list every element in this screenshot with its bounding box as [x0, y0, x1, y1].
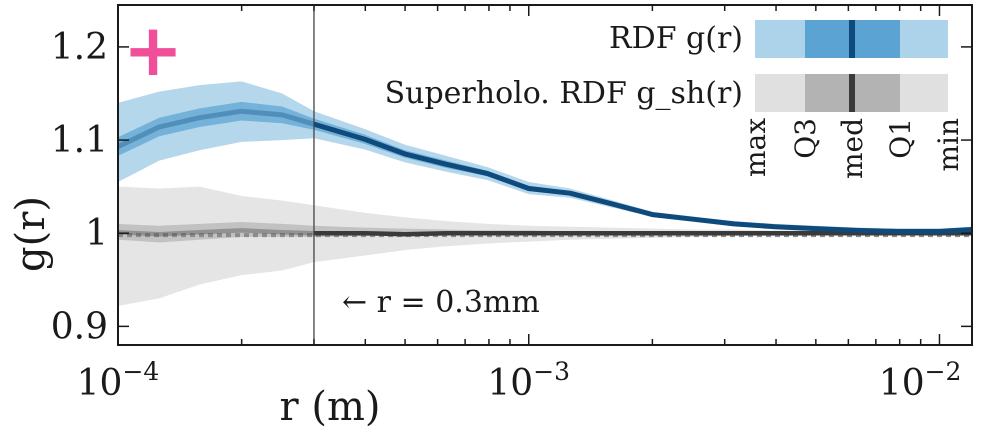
superholo-median-line: [314, 230, 972, 237]
superholo-median-line-faded: [118, 228, 315, 237]
rdf-iqr-band: [118, 101, 972, 233]
rdf-minmax-band: [118, 81, 972, 233]
quantile-label: Q3: [789, 118, 822, 159]
x-tick-label: 10−4: [77, 357, 160, 404]
legend-swatch-superholo-median: [849, 74, 855, 112]
legend: RDF g(r) Superholo. RDF g_sh(r) max Q3 med…: [385, 20, 965, 179]
annotation-r-0-3mm: ← r = 0.3mm: [342, 285, 540, 320]
quantile-label: max: [739, 118, 772, 177]
plus-marker: +: [123, 8, 183, 92]
y-tick-label: 1: [85, 213, 108, 254]
y-axis-title: g(r): [8, 196, 54, 272]
x-tick-label: 10−2: [879, 357, 962, 404]
legend-entry-rdf: RDF g(r): [609, 21, 743, 56]
quantile-label: med: [836, 118, 869, 179]
quantile-label: min: [932, 118, 965, 172]
y-tick-label: 1.1: [51, 120, 108, 161]
y-tick-label: 1.2: [51, 27, 108, 68]
rdf-median-line-faded: [118, 108, 315, 149]
quantile-label: Q1: [884, 118, 917, 159]
x-tick-label: 10−3: [487, 357, 570, 404]
legend-entry-superholo: Superholo. RDF g_sh(r): [385, 76, 743, 111]
plot-frame: [117, 4, 973, 346]
x-axis-title: r (m): [280, 384, 381, 430]
superholo-minmax-band: [118, 186, 972, 306]
y-tick-label: 0.9: [51, 306, 108, 347]
legend-swatch-rdf-median: [849, 20, 855, 58]
rdf-median-line: [313, 121, 972, 234]
